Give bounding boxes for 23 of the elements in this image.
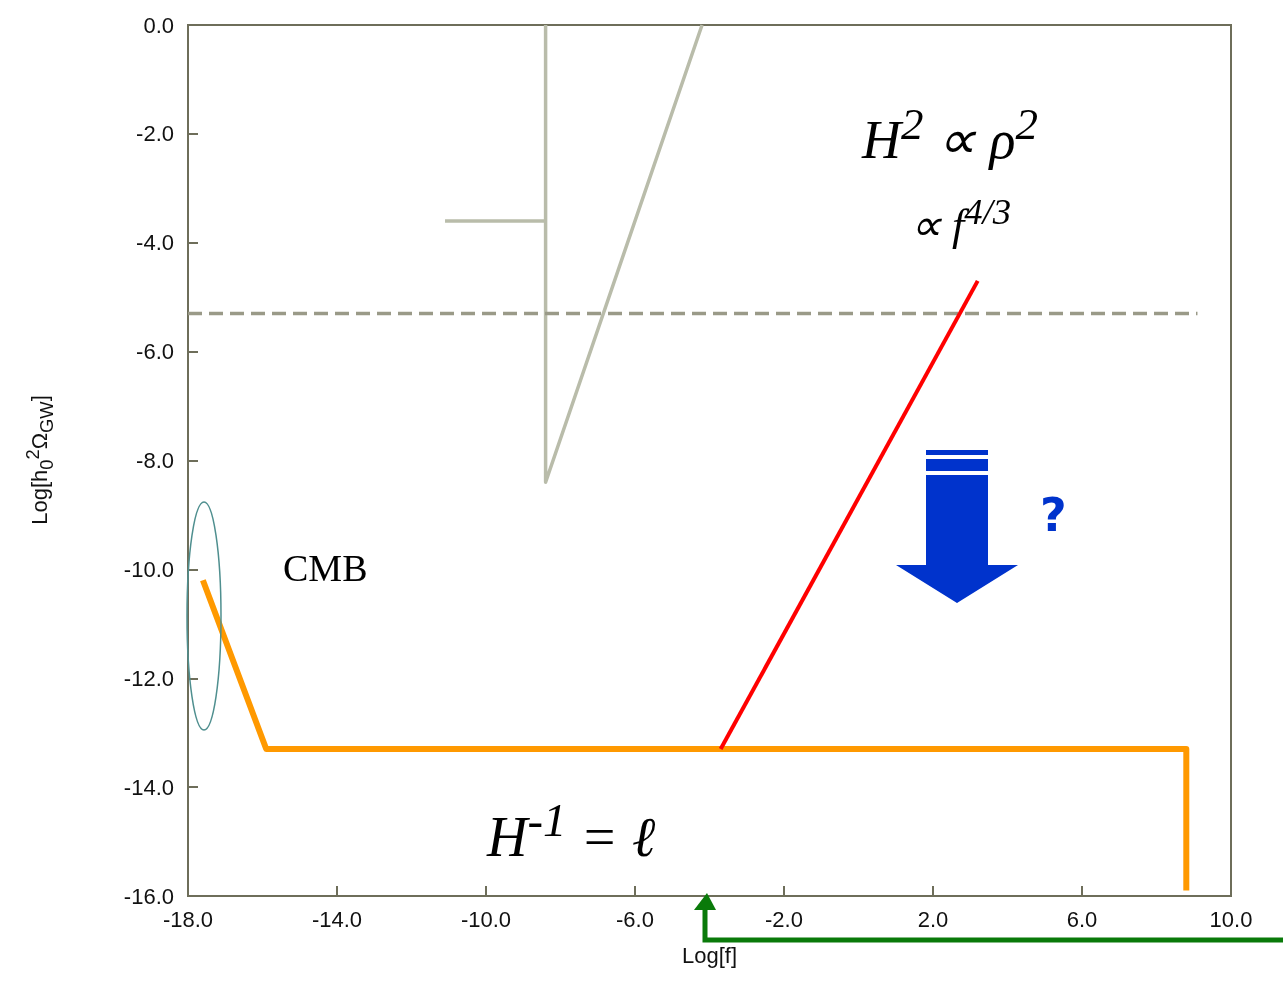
annotation: ?	[1040, 488, 1067, 542]
y-tick-label: -6.0	[136, 339, 174, 365]
annotation: ∝ f$^{4/3}$	[910, 191, 1012, 251]
y-tick-label: -12.0	[123, 665, 174, 691]
y-tick-label: -16.0	[123, 883, 174, 909]
x-axis-title: Log[f]	[681, 942, 738, 968]
x-tick-label: 2.0	[917, 906, 949, 932]
x-tick-label: -14.0	[311, 906, 363, 932]
annotation: H$^{-1}$ = ℓ	[487, 794, 656, 869]
x-tick-label: -10.0	[460, 906, 512, 932]
x-tick-label: -18.0	[162, 906, 214, 932]
y-tick-label: 0.0	[143, 12, 174, 38]
y-tick-label: -14.0	[123, 774, 174, 800]
y-tick-label: -8.0	[136, 448, 174, 473]
x-tick-label: 6.0	[1066, 906, 1098, 932]
annotation: H$^{2}$ ∝ ρ$^{2}$	[862, 99, 1038, 171]
x-tick-label: -2.0	[765, 906, 803, 932]
x-tick-label: 10.0	[1209, 906, 1253, 932]
x-tick-label: -6.0	[616, 906, 654, 932]
annotation: CMB	[283, 547, 368, 590]
y-tick-label: -4.0	[136, 230, 174, 256]
y-tick-label: -2.0	[136, 121, 174, 147]
y-tick-label: -10.0	[123, 556, 174, 582]
